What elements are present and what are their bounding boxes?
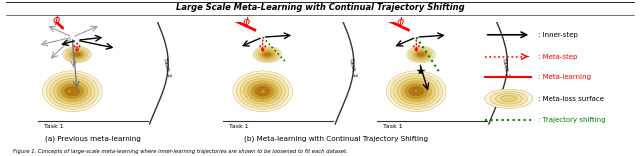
Ellipse shape (251, 83, 275, 99)
Ellipse shape (67, 48, 88, 61)
Ellipse shape (262, 51, 273, 58)
Ellipse shape (255, 47, 280, 62)
Ellipse shape (390, 73, 442, 109)
Text: : Meta-step: : Meta-step (538, 54, 577, 60)
Ellipse shape (68, 49, 86, 60)
Ellipse shape (64, 86, 81, 97)
Text: : Meta-learning: : Meta-learning (538, 74, 591, 80)
Ellipse shape (485, 89, 532, 108)
Text: $\phi$: $\phi$ (243, 15, 252, 29)
Text: Large Scale Meta-Learning with Continual Trajectory Shifting: Large Scale Meta-Learning with Continual… (176, 3, 464, 12)
Ellipse shape (233, 71, 292, 112)
Ellipse shape (417, 52, 425, 57)
Text: Task 2: Task 2 (501, 58, 510, 78)
Ellipse shape (57, 81, 88, 102)
Ellipse shape (253, 46, 282, 63)
Ellipse shape (70, 50, 84, 59)
Text: Task 1: Task 1 (383, 124, 403, 129)
Ellipse shape (236, 73, 289, 109)
Ellipse shape (404, 83, 428, 99)
Ellipse shape (410, 48, 432, 61)
Ellipse shape (244, 78, 282, 104)
Ellipse shape (495, 93, 522, 104)
Ellipse shape (490, 91, 527, 106)
Ellipse shape (413, 50, 428, 59)
Text: : Trajectory shifting: : Trajectory shifting (538, 117, 605, 124)
Text: : Meta-loss surface: : Meta-loss surface (538, 96, 604, 102)
Ellipse shape (46, 73, 99, 109)
Text: Task 1: Task 1 (44, 124, 63, 129)
Ellipse shape (73, 52, 81, 57)
Ellipse shape (65, 47, 90, 62)
Text: Task 2: Task 2 (162, 58, 171, 78)
Ellipse shape (50, 76, 95, 107)
Ellipse shape (72, 51, 83, 58)
Ellipse shape (401, 81, 431, 102)
Ellipse shape (397, 78, 435, 104)
Ellipse shape (408, 47, 433, 62)
Text: $\phi$: $\phi$ (52, 13, 61, 27)
Ellipse shape (406, 46, 435, 63)
Ellipse shape (500, 95, 517, 102)
Text: $\phi$: $\phi$ (396, 15, 405, 29)
Ellipse shape (387, 71, 446, 112)
Ellipse shape (259, 49, 276, 60)
Ellipse shape (63, 46, 92, 63)
Ellipse shape (408, 86, 424, 97)
Ellipse shape (247, 81, 278, 102)
Text: (b) Meta-learning with Continual Trajectory Shifting: (b) Meta-learning with Continual Traject… (244, 136, 428, 142)
Ellipse shape (53, 78, 92, 104)
Text: Figure 1. Concepts of large-scale meta-learning where inner-learning trajectorie: Figure 1. Concepts of large-scale meta-l… (13, 149, 348, 154)
Ellipse shape (415, 51, 427, 58)
Text: Task 2: Task 2 (348, 58, 356, 78)
Text: (a) Previous meta-learning: (a) Previous meta-learning (45, 136, 141, 142)
Ellipse shape (255, 86, 271, 97)
Ellipse shape (61, 83, 84, 99)
Ellipse shape (240, 76, 285, 107)
Text: Task 1: Task 1 (229, 124, 249, 129)
Ellipse shape (257, 48, 278, 61)
Ellipse shape (42, 71, 102, 112)
Ellipse shape (260, 50, 275, 59)
Text: : Inner-step: : Inner-step (538, 32, 577, 38)
Ellipse shape (412, 49, 430, 60)
Ellipse shape (394, 76, 439, 107)
Ellipse shape (264, 52, 271, 57)
